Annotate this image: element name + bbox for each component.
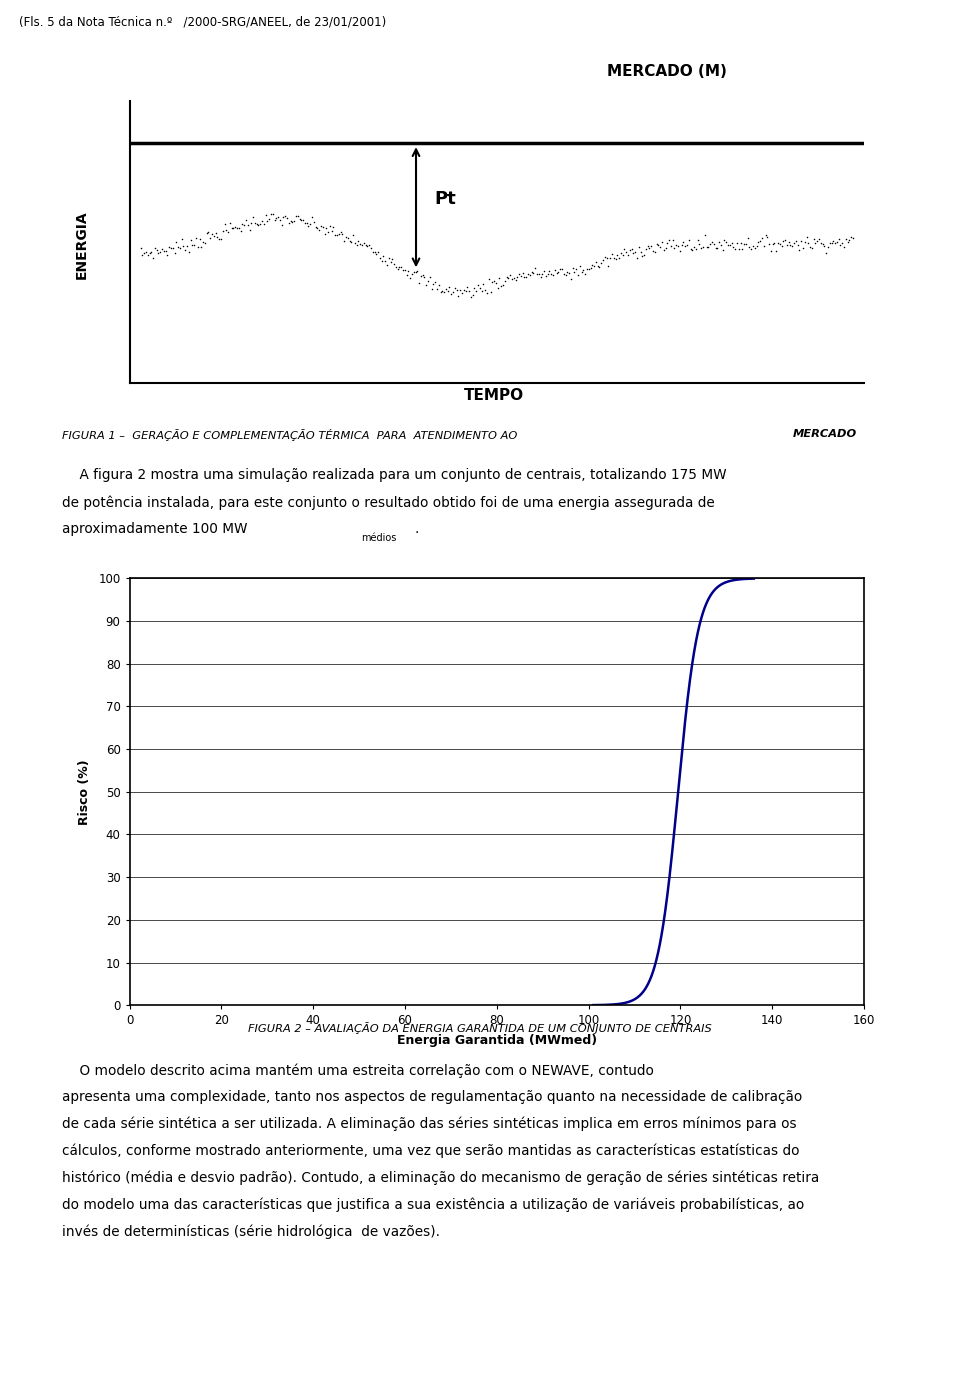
Text: histórico (média e desvio padrão). Contudo, a eliminação do mecanismo de geração: histórico (média e desvio padrão). Contu… — [62, 1170, 820, 1186]
Text: aproximadamente 100 MW: aproximadamente 100 MW — [62, 522, 248, 536]
Text: FIGURA 2 – AVALIAÇÃO DA ENERGIA GARANTIDA DE UM CONJUNTO DE CENTRAIS: FIGURA 2 – AVALIAÇÃO DA ENERGIA GARANTID… — [248, 1022, 712, 1034]
Text: ENERGIA: ENERGIA — [75, 211, 88, 280]
Text: Pt: Pt — [434, 190, 456, 208]
Text: cálculos, conforme mostrado anteriormente, uma vez que serão mantidas as caracte: cálculos, conforme mostrado anteriorment… — [62, 1143, 800, 1158]
Text: (Fls. 5 da Nota Técnica n.º   /2000-SRG/ANEEL, de 23/01/2001): (Fls. 5 da Nota Técnica n.º /2000-SRG/AN… — [19, 15, 387, 29]
Text: de cada série sintética a ser utilizada. A eliminação das séries sintéticas impl: de cada série sintética a ser utilizada.… — [62, 1117, 797, 1132]
X-axis label: Energia Garantida (MWmed): Energia Garantida (MWmed) — [396, 1034, 597, 1047]
Text: A figura 2 mostra uma simulação realizada para um conjunto de centrais, totaliza: A figura 2 mostra uma simulação realizad… — [62, 468, 727, 482]
Text: TEMPO: TEMPO — [465, 388, 524, 402]
Text: apresenta uma complexidade, tanto nos aspectos de regulamentação quanto na neces: apresenta uma complexidade, tanto nos as… — [62, 1091, 803, 1104]
Text: do modelo uma das características que justifica a sua existência a utilização de: do modelo uma das características que ju… — [62, 1197, 804, 1212]
Text: médios: médios — [361, 533, 396, 543]
Text: de potência instalada, para este conjunto o resultado obtido foi de uma energia : de potência instalada, para este conjunt… — [62, 494, 715, 509]
Text: MERCADO: MERCADO — [793, 430, 857, 439]
Y-axis label: Risco (%): Risco (%) — [79, 759, 91, 825]
Text: MERCADO (M): MERCADO (M) — [608, 65, 727, 78]
Text: O modelo descrito acima mantém uma estreita correlação com o NEWAVE, contudo: O modelo descrito acima mantém uma estre… — [62, 1063, 655, 1078]
Text: FIGURA 1 –  GERAÇÃO E COMPLEMENTAÇÃO TÉRMICA  PARA  ATENDIMENTO AO: FIGURA 1 – GERAÇÃO E COMPLEMENTAÇÃO TÉRM… — [62, 430, 521, 441]
Text: .: . — [415, 522, 420, 536]
Text: invés de determinísticas (série hidrológica  de vazões).: invés de determinísticas (série hidrológ… — [62, 1224, 441, 1239]
